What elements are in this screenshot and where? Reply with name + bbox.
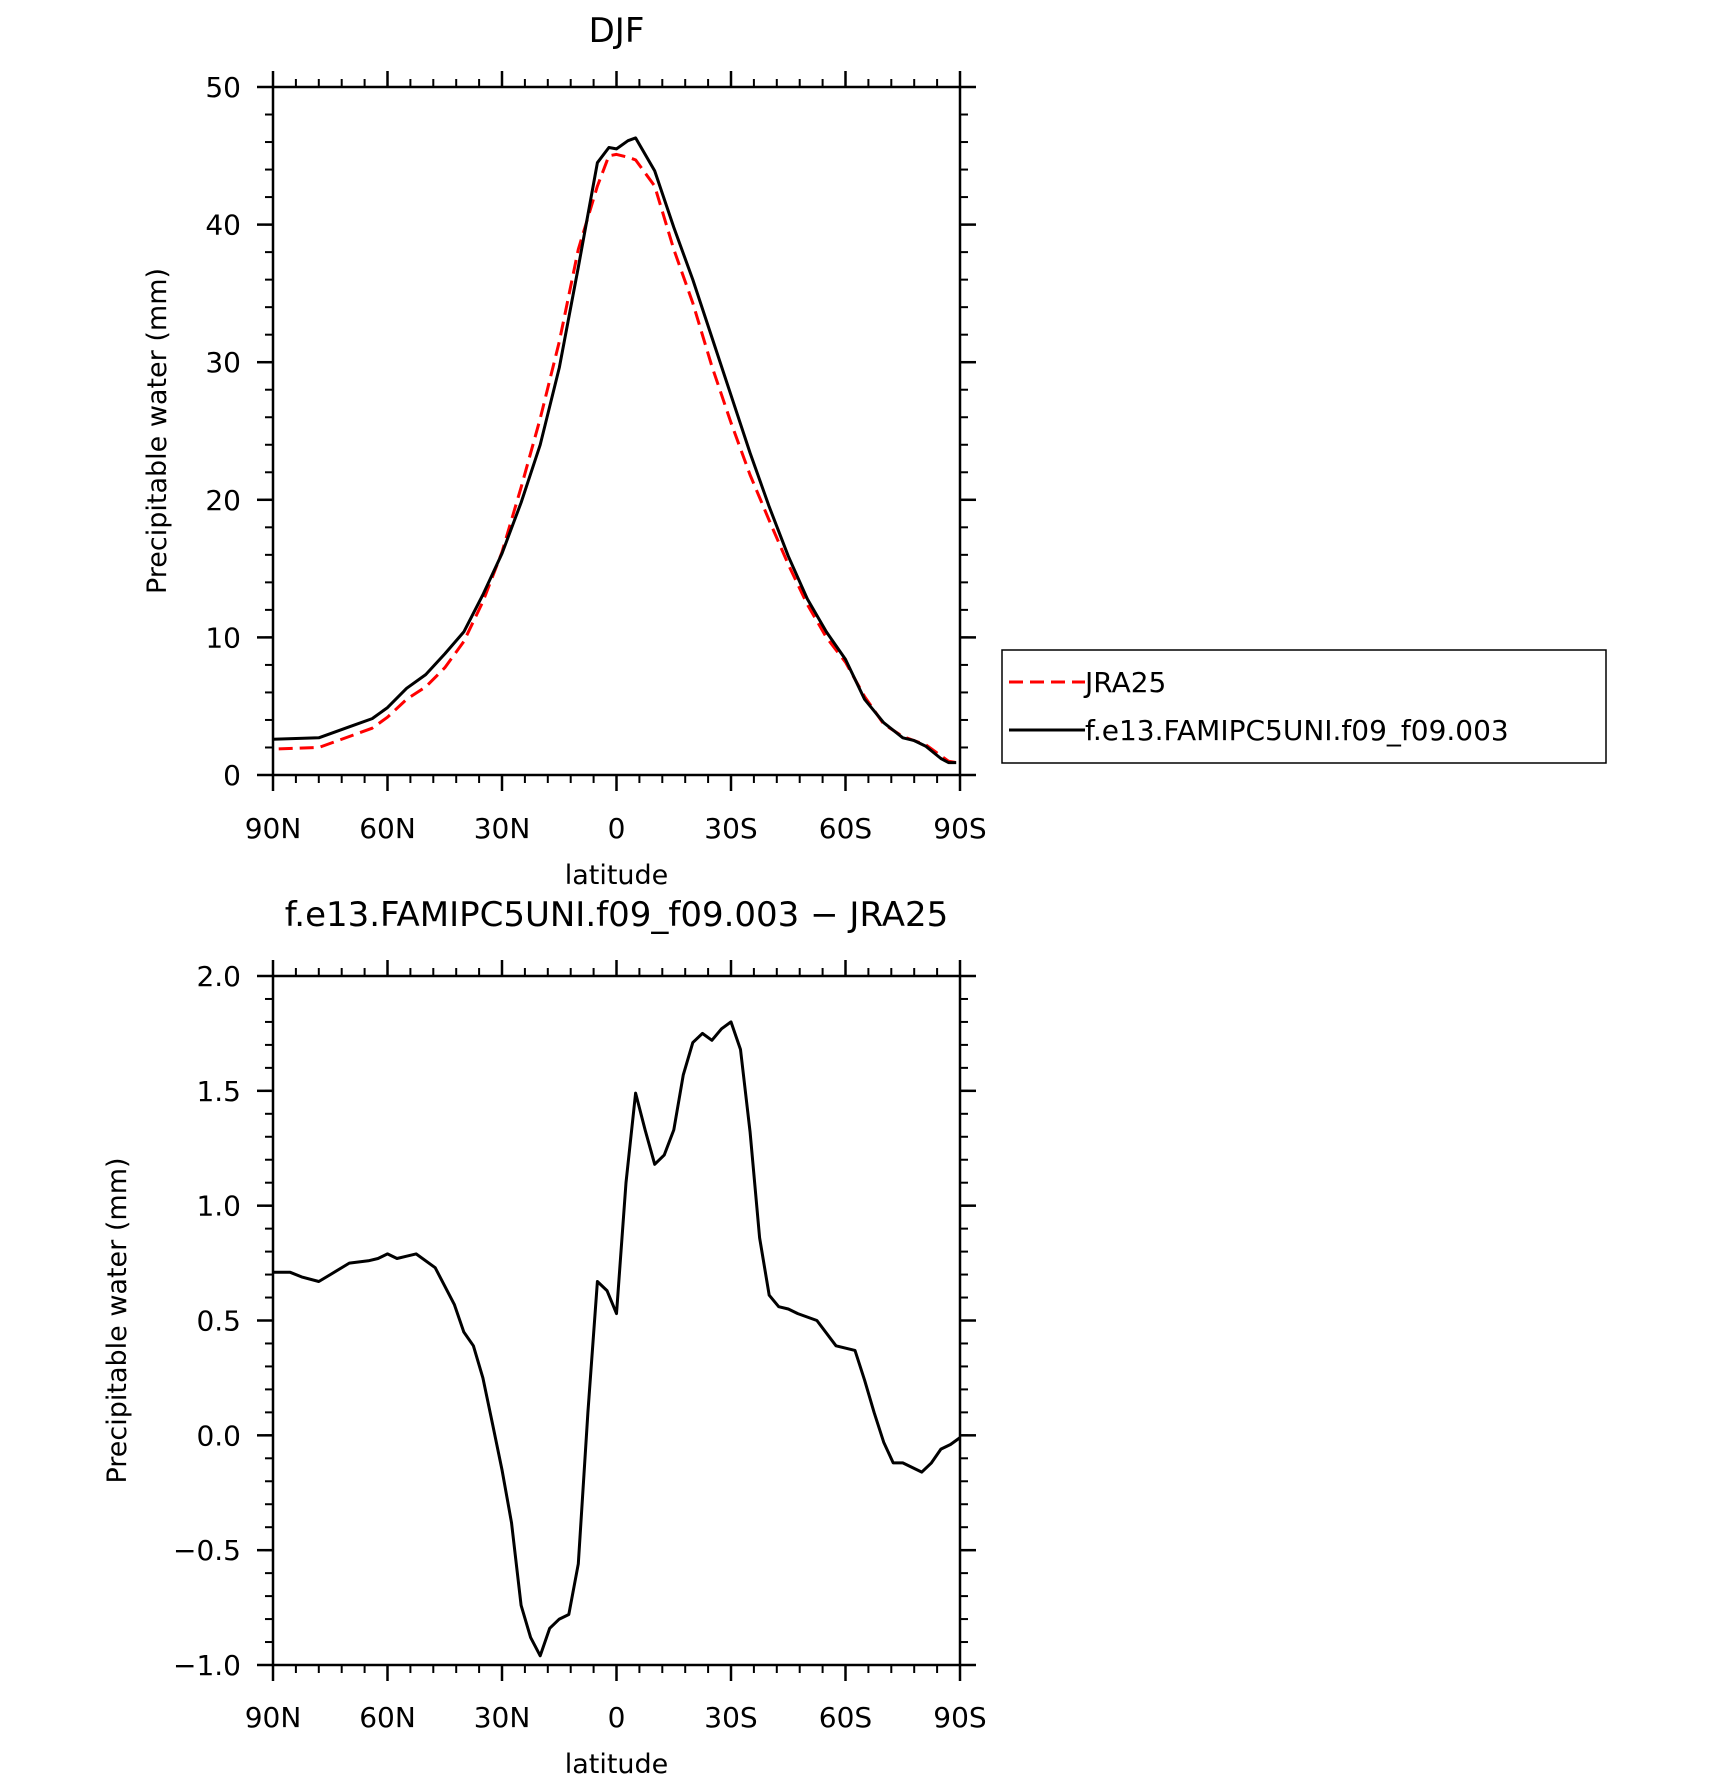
x-tick-label: 30S <box>704 812 757 845</box>
x-tick-label: 90N <box>245 812 302 845</box>
y-tick-label: 50 <box>205 71 241 104</box>
series-line-jra25 <box>278 152 957 765</box>
x-axis-label: latitude <box>565 1749 669 1777</box>
x-tick-label: 30N <box>474 812 531 845</box>
legend: JRA25 f.e13.FAMIPC5UNI.f09_f09.003 <box>1001 649 1607 764</box>
y-tick-label: 2.0 <box>196 960 241 993</box>
legend-label: JRA25 <box>1083 666 1166 699</box>
y-tick-label: 10 <box>205 621 241 654</box>
x-tick-label: 90S <box>933 1701 986 1734</box>
plot-frame <box>271 974 962 1667</box>
y-tick-label: 1.5 <box>196 1075 241 1108</box>
y-axis-label: Precipitable water (mm) <box>142 268 173 594</box>
y-tick-label: 0 <box>223 759 241 792</box>
y-tick-label: 1.0 <box>196 1190 241 1223</box>
series-line-difference <box>273 1020 961 1658</box>
x-tick-label: 60N <box>359 812 416 845</box>
plot-frame <box>271 85 962 777</box>
x-tick-label: 30S <box>704 1701 757 1734</box>
y-tick-label: −1.0 <box>173 1649 241 1682</box>
chart-1: DJF 90N 60N 30N 0 30S 60S 90S 0 10 20 30 40 50 latitud… <box>142 11 1607 891</box>
legend-box <box>1001 649 1607 764</box>
y-tick-label: 0.0 <box>196 1419 241 1452</box>
x-tick-label: 60N <box>359 1701 416 1734</box>
x-tick-label: 0 <box>608 812 626 845</box>
y-tick-label: 40 <box>205 209 241 242</box>
y-tick-label: 0.5 <box>196 1305 241 1338</box>
x-tick-label: 90S <box>933 812 986 845</box>
chart-2: f.e13.FAMIPC5UNI.f09_f09.003 − JRA25 90N 6… <box>102 895 987 1777</box>
x-tick-label: 60S <box>819 1701 872 1734</box>
series-line-f-e13-famipc5uni-f09-f09-003 <box>272 136 957 765</box>
x-tick-label: 90N <box>245 1701 302 1734</box>
x-axis-label: latitude <box>565 860 669 891</box>
chart-title: DJF <box>589 11 645 51</box>
x-tick-label: 30N <box>474 1701 531 1734</box>
x-tick-label: 60S <box>819 812 872 845</box>
y-axis-label: Precipitable water (mm) <box>102 1157 133 1483</box>
y-tick-label: −0.5 <box>173 1534 241 1567</box>
y-tick-label: 20 <box>205 484 241 517</box>
legend-label: f.e13.FAMIPC5UNI.f09_f09.003 <box>1085 714 1509 747</box>
chart-title: f.e13.FAMIPC5UNI.f09_f09.003 − JRA25 <box>285 895 948 935</box>
y-tick-label: 30 <box>205 346 241 379</box>
x-tick-label: 0 <box>608 1701 626 1734</box>
